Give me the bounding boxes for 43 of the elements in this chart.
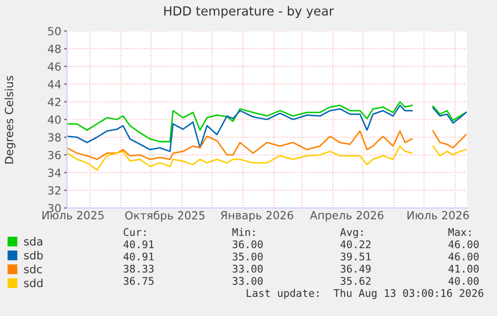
text: 40.91: [124, 240, 154, 248]
y-tick-label: 46: [48, 62, 61, 71]
y-tick-label: 38: [48, 133, 61, 142]
y-tick-label: 48: [48, 44, 61, 54]
text: Last update: Thu Aug 13 03:00:16 2026: [246, 288, 484, 300]
y-axis-title: Degrees Celsius: [4, 76, 16, 164]
legend-label: sdc: [24, 264, 42, 274]
text: Avg:: [340, 228, 363, 238]
y-tick-label: 34: [48, 168, 61, 177]
y-tick-label: 44: [48, 80, 61, 88]
text: 40.22: [340, 240, 370, 248]
y-tick-label: 30: [48, 204, 61, 212]
x-tick-label: Июль 2026: [408, 210, 469, 220]
y-tick-label: 40: [48, 115, 61, 124]
text: 40.91: [124, 252, 154, 260]
y-tick-label: 42: [48, 98, 60, 106]
text: 36.00: [232, 240, 263, 248]
text: 35.62: [340, 276, 370, 285]
text: 46.00: [448, 252, 479, 260]
legend-label: sdb: [24, 250, 43, 260]
y-tick-label: 36: [48, 150, 61, 160]
chart-title: HDD temperature - by year: [164, 6, 334, 18]
legend-label: sda: [24, 237, 42, 246]
text: 46.00: [448, 240, 479, 248]
x-tick-label: Апрель 2026: [310, 210, 384, 222]
text: Cur:: [124, 228, 146, 236]
text: 33.00: [232, 264, 263, 273]
x-tick-label: Январь 2026: [220, 210, 294, 222]
text: 39.51: [340, 252, 371, 260]
text: 38.33: [124, 264, 154, 273]
y-tick-label: 32: [48, 186, 60, 195]
y-tick-label: 50: [48, 26, 61, 36]
x-tick-label: Июль 2025: [42, 210, 104, 220]
text: 40.00: [448, 276, 479, 285]
text: 35.00: [232, 252, 263, 260]
text: Max:: [448, 228, 471, 236]
text: 41.00: [448, 264, 479, 273]
x-tick-label: Октябрь 2025: [125, 210, 204, 222]
legend-label: sdd: [24, 278, 42, 288]
text: Min:: [232, 228, 255, 236]
text: 33.00: [232, 276, 263, 285]
text: 36.49: [340, 264, 371, 273]
text: 36.75: [124, 276, 154, 285]
